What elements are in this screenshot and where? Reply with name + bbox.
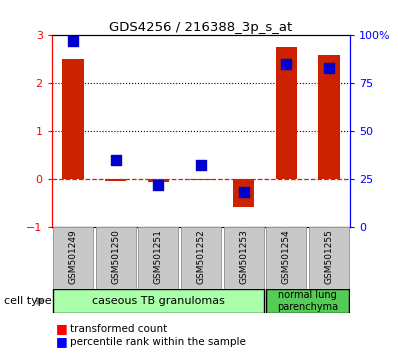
Bar: [318, 55, 339, 179]
Bar: [148, 179, 169, 182]
Bar: [275, 47, 297, 179]
Bar: [266, 227, 306, 289]
Text: GSM501254: GSM501254: [282, 229, 291, 284]
Text: ■: ■: [56, 322, 68, 335]
Title: GDS4256 / 216388_3p_s_at: GDS4256 / 216388_3p_s_at: [109, 21, 293, 34]
Bar: [105, 179, 127, 181]
Text: GSM501249: GSM501249: [68, 229, 78, 284]
Bar: [266, 289, 349, 313]
Point: [155, 182, 162, 187]
Bar: [309, 227, 349, 289]
Text: GSM501253: GSM501253: [239, 229, 248, 284]
Point: [198, 162, 204, 168]
Point: [113, 157, 119, 162]
Bar: [190, 179, 212, 180]
Bar: [62, 59, 84, 179]
Text: normal lung
parenchyma: normal lung parenchyma: [277, 290, 338, 312]
Bar: [53, 289, 263, 313]
Bar: [181, 227, 221, 289]
Point: [283, 61, 289, 67]
Text: GSM501250: GSM501250: [111, 229, 120, 284]
Text: GSM501252: GSM501252: [197, 229, 205, 284]
Bar: [96, 227, 136, 289]
Text: GSM501255: GSM501255: [324, 229, 334, 284]
Text: caseous TB granulomas: caseous TB granulomas: [92, 296, 225, 306]
Bar: [233, 179, 254, 207]
Bar: [53, 227, 93, 289]
Text: ■: ■: [56, 335, 68, 348]
Text: percentile rank within the sample: percentile rank within the sample: [70, 337, 246, 347]
Text: cell type: cell type: [4, 296, 52, 306]
Point: [326, 65, 332, 71]
Bar: [139, 227, 178, 289]
Text: GSM501251: GSM501251: [154, 229, 163, 284]
Bar: [224, 227, 264, 289]
Point: [240, 189, 247, 195]
Text: transformed count: transformed count: [70, 324, 167, 333]
Point: [70, 38, 76, 44]
